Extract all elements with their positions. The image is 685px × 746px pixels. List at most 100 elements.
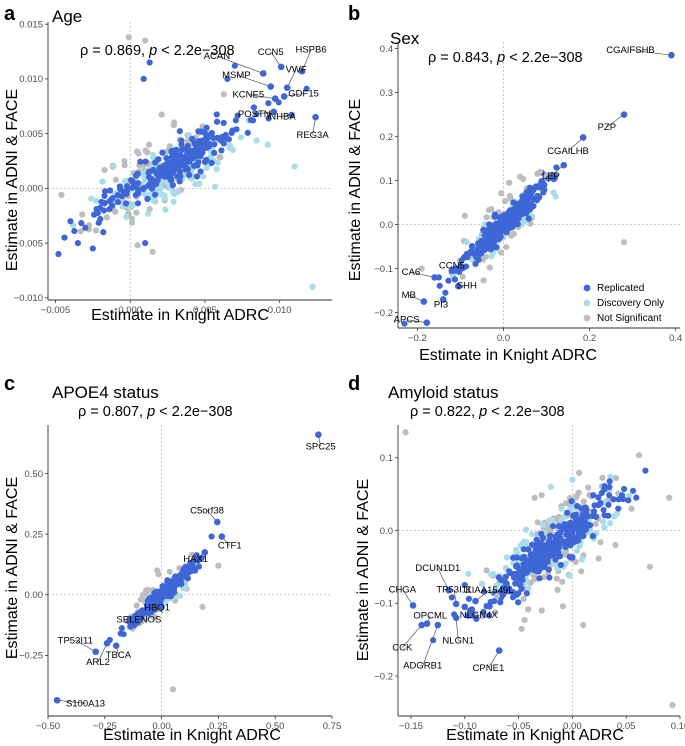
gene-label: TP53I11: [436, 584, 471, 595]
labeled-gene-point: [218, 533, 226, 540]
leader-line: [75, 639, 96, 653]
x-tick-label: 0.0: [497, 333, 510, 344]
point-replicated: [121, 188, 128, 195]
point-discovery-only: [512, 546, 520, 553]
point-replicated: [233, 126, 240, 133]
point-replicated: [503, 587, 510, 594]
gene-label: CHGA: [389, 584, 417, 595]
point-replicated: [129, 184, 136, 191]
gene-label: S100A13: [66, 698, 105, 709]
gene-label: KIAA1549L: [465, 585, 513, 596]
point-not-significant: [493, 592, 501, 600]
point-not-significant: [498, 190, 505, 197]
x-tick-label: −0.50: [36, 721, 60, 732]
point-replicated: [480, 608, 487, 616]
point-replicated: [552, 556, 559, 563]
x-tick-label: 0.50: [266, 721, 285, 732]
point-replicated: [145, 169, 152, 177]
leader-line: [437, 568, 449, 591]
y-tick-label: 0.00: [25, 590, 44, 601]
point-replicated: [118, 625, 125, 632]
point-replicated: [201, 158, 209, 165]
point-replicated: [575, 528, 583, 535]
point-replicated: [512, 201, 520, 208]
point-not-significant: [158, 111, 165, 118]
legend-not-significant-marker: [583, 314, 591, 322]
point-not-significant: [153, 567, 161, 574]
point-not-significant: [142, 147, 149, 154]
point-replicated: [491, 232, 498, 240]
x-tick-label: 0.00: [563, 721, 582, 732]
point-replicated: [137, 158, 144, 165]
labeled-gene-point: [126, 615, 134, 623]
point-replicated: [552, 533, 559, 540]
gene-label: GDF15: [288, 88, 319, 99]
point-replicated: [550, 523, 557, 530]
point-replicated: [473, 249, 480, 256]
point-replicated: [478, 237, 485, 245]
point-replicated: [463, 250, 471, 257]
point-replicated: [74, 239, 81, 247]
y-tick-label: −0.1: [374, 264, 393, 275]
point-discovery-only: [121, 178, 128, 185]
point-replicated: [629, 487, 637, 494]
labeled-gene-point: [420, 298, 428, 305]
point-replicated: [498, 588, 505, 595]
labeled-gene-point: [213, 518, 221, 526]
y-tick-label: 0.005: [19, 129, 43, 140]
x-tick-label: 0.005: [193, 305, 217, 316]
legend-replicated-label: Replicated: [597, 283, 644, 294]
point-replicated: [539, 534, 547, 542]
point-not-significant: [121, 158, 128, 165]
point-replicated: [195, 151, 202, 158]
point-replicated: [504, 220, 511, 228]
point-replicated: [485, 612, 493, 619]
leader-line: [57, 699, 86, 704]
labeled-gene-point: [454, 282, 462, 290]
point-replicated: [161, 173, 168, 180]
point-replicated: [520, 546, 527, 553]
x-tick-label: −0.005: [41, 305, 70, 316]
panel-amyloid: d −0.15 −0.10 −0.05 0.00 0.05 0.10 −0.2 −0.1 0.0…: [348, 373, 685, 744]
labeled-gene-point: [283, 84, 291, 91]
point-replicated: [184, 149, 191, 156]
gene-label: REG3A: [296, 130, 329, 141]
point-replicated: [208, 533, 215, 540]
point-discovery-only: [547, 483, 554, 490]
x-tick-label: 0.25: [209, 721, 228, 732]
gene-label: CPNE1: [473, 663, 505, 674]
point-replicated: [543, 553, 550, 560]
point-replicated: [642, 467, 649, 474]
point-discovery-only: [123, 213, 130, 221]
point-discovery-only: [550, 189, 557, 196]
labeled-gene-point: [409, 602, 417, 609]
point-replicated: [155, 170, 162, 177]
gene-label: HBQ1: [144, 603, 170, 614]
point-not-significant: [497, 249, 505, 256]
point-discovery-only: [264, 141, 271, 148]
point-not-significant: [58, 191, 65, 199]
point-replicated: [567, 528, 574, 535]
point-not-significant: [135, 150, 142, 157]
point-replicated: [578, 514, 585, 521]
point-replicated: [577, 519, 585, 526]
point-not-significant: [538, 492, 545, 499]
x-axis-label: Estimate in Knight ADRC: [91, 307, 269, 324]
x-axis-label: Estimate in Knight ADRC: [419, 347, 597, 364]
panel-age: a −0.005 0.000 0.005 0.010−0.010−0.0050.000…: [4, 3, 332, 324]
correlation-stat: ρ = 0.869, p < 2.2e−308: [80, 43, 235, 59]
point-not-significant: [538, 607, 545, 614]
point-not-significant: [646, 563, 653, 570]
legend-discovery-label: Discovery Only: [597, 298, 664, 309]
point-discovery-only: [573, 547, 581, 554]
point-replicated: [224, 75, 231, 83]
gene-labels: ACAN CCN5 HSPB6 MSMP VWF KCNE5 GDF15 POSTNINHBA…: [204, 45, 330, 141]
point-replicated: [573, 516, 580, 523]
point-replicated: [530, 203, 537, 210]
labeled-gene-point: [439, 296, 447, 303]
labeled-gene-point: [270, 108, 278, 116]
point-replicated: [172, 146, 180, 154]
point-replicated: [131, 620, 138, 627]
y-tick-label: −0.2: [374, 308, 393, 319]
